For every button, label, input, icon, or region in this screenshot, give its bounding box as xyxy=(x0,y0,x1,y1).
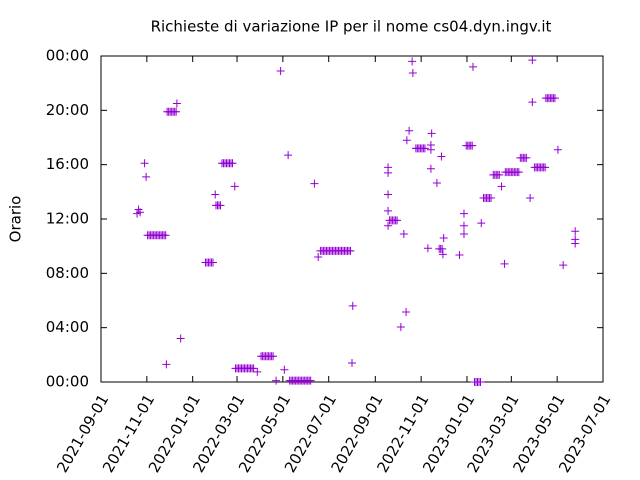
y-tick-label: 12:00 xyxy=(46,210,89,228)
point xyxy=(408,57,417,66)
point xyxy=(559,261,568,270)
point xyxy=(423,244,432,253)
point xyxy=(408,68,417,77)
point xyxy=(497,182,506,191)
point xyxy=(432,179,441,188)
point xyxy=(405,126,414,135)
point xyxy=(553,145,562,154)
point xyxy=(571,239,580,248)
point xyxy=(393,216,402,225)
point xyxy=(468,62,477,71)
point xyxy=(280,365,289,374)
point xyxy=(476,378,485,386)
point xyxy=(402,136,411,145)
point xyxy=(495,170,504,179)
point xyxy=(438,250,447,259)
point xyxy=(216,201,225,210)
plot-frame xyxy=(100,55,604,383)
y-tick-label: 04:00 xyxy=(46,318,89,336)
point xyxy=(396,322,405,331)
point xyxy=(172,107,181,116)
point xyxy=(522,153,531,162)
point xyxy=(468,141,477,150)
point xyxy=(459,209,468,218)
point xyxy=(228,159,237,168)
point xyxy=(314,253,323,262)
point xyxy=(426,164,435,173)
point xyxy=(399,229,408,238)
point xyxy=(438,244,447,253)
point xyxy=(477,219,486,228)
point xyxy=(459,221,468,230)
point xyxy=(162,360,171,369)
chart-title: Richieste di variazione IP per il nome c… xyxy=(151,18,552,36)
point xyxy=(384,221,393,230)
point xyxy=(526,193,535,202)
point xyxy=(140,159,149,168)
y-tick-label: 20:00 xyxy=(46,101,89,119)
point xyxy=(172,99,181,108)
y-tick-label: 00:00 xyxy=(46,373,89,391)
point xyxy=(384,206,393,215)
point xyxy=(420,144,429,153)
point xyxy=(284,151,293,160)
point xyxy=(230,182,239,191)
point xyxy=(541,163,550,172)
point xyxy=(384,168,393,177)
point xyxy=(276,66,285,75)
point xyxy=(253,367,262,376)
point xyxy=(306,376,315,385)
point xyxy=(310,179,319,188)
point xyxy=(571,227,580,236)
point xyxy=(161,231,170,240)
y-tick-label: 16:00 xyxy=(46,155,89,173)
point xyxy=(348,358,356,367)
point xyxy=(528,56,537,65)
point xyxy=(208,258,217,267)
point xyxy=(500,259,509,268)
point xyxy=(514,168,523,177)
point xyxy=(550,94,559,103)
point xyxy=(211,190,220,199)
point xyxy=(459,229,468,238)
point xyxy=(455,250,464,259)
y-tick-label: 08:00 xyxy=(46,264,89,282)
point xyxy=(426,140,435,149)
point xyxy=(528,98,537,107)
point xyxy=(487,193,496,202)
point xyxy=(384,190,393,199)
point xyxy=(427,129,436,138)
point xyxy=(249,364,258,373)
point xyxy=(437,152,446,161)
point xyxy=(142,172,151,181)
point xyxy=(348,301,357,310)
point xyxy=(346,246,355,255)
y-tick-label: 00:00 xyxy=(46,47,89,65)
y-axis-label: Orario xyxy=(7,196,25,243)
point xyxy=(439,234,448,243)
point xyxy=(176,334,185,343)
point xyxy=(402,308,411,317)
point xyxy=(272,376,281,385)
point xyxy=(269,352,278,361)
point xyxy=(136,208,145,217)
